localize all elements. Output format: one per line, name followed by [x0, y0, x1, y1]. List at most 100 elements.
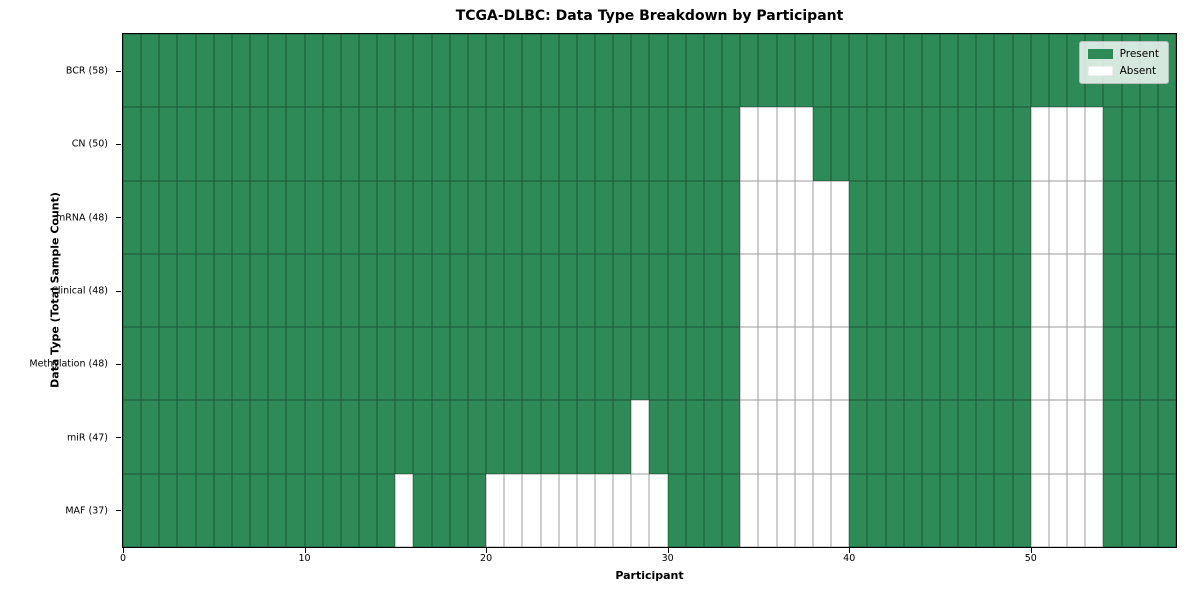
- heatmap-cell: [1121, 327, 1140, 401]
- heatmap-cell: [1157, 400, 1176, 474]
- heatmap-cell: [867, 400, 886, 474]
- heatmap-cell: [449, 473, 468, 547]
- heatmap-cell: [976, 473, 995, 547]
- heatmap-cell: [1121, 400, 1140, 474]
- absent-swatch-icon: [1087, 66, 1113, 76]
- heatmap-cell: [831, 107, 850, 181]
- heatmap-cell: [268, 327, 287, 401]
- heatmap-cell: [631, 327, 650, 401]
- heatmap-cell: [231, 180, 251, 254]
- heatmap-cell: [794, 327, 813, 401]
- heatmap-cell: [595, 253, 614, 328]
- heatmap-cell: [1067, 400, 1086, 474]
- heatmap-cell: [123, 327, 142, 401]
- heatmap-cell: [231, 34, 251, 108]
- heatmap-cell: [1012, 400, 1031, 474]
- heatmap-cell: [195, 34, 214, 108]
- heatmap-cell: [776, 473, 795, 547]
- heatmap-cell: [576, 34, 596, 108]
- legend-label-absent: Absent: [1119, 65, 1157, 77]
- chart-title: TCGA-DLBC: Data Type Breakdown by Partic…: [455, 8, 844, 24]
- heatmap-cell: [1157, 253, 1176, 328]
- y-tick-label: CN (50): [71, 138, 108, 150]
- heatmap-cell: [413, 327, 432, 401]
- heatmap-cell: [213, 180, 232, 254]
- heatmap-cell: [231, 400, 251, 474]
- heatmap-cell: [377, 107, 396, 181]
- x-tick-label: 40: [843, 553, 856, 564]
- heatmap-cell: [141, 327, 160, 401]
- heatmap-cell: [413, 107, 432, 181]
- heatmap-cell: [213, 107, 232, 181]
- heatmap-cell: [939, 473, 959, 547]
- heatmap-cell: [268, 473, 287, 547]
- heatmap-cell: [903, 34, 922, 108]
- heatmap-cell: [213, 327, 232, 401]
- heatmap-cell: [1085, 327, 1104, 401]
- heatmap-cell: [359, 180, 378, 254]
- heatmap-cell: [449, 253, 468, 328]
- heatmap-cell: [831, 34, 850, 108]
- heatmap-cell: [703, 253, 723, 328]
- heatmap-cell: [322, 327, 341, 401]
- heatmap-cell: [540, 107, 559, 181]
- heatmap-cell: [576, 107, 596, 181]
- heatmap-cell: [703, 107, 723, 181]
- heatmap-cell: [268, 180, 287, 254]
- heatmap-cell: [159, 400, 178, 474]
- heatmap-cell: [1103, 180, 1122, 254]
- heatmap-cell: [286, 473, 305, 547]
- x-tick-mark: [849, 548, 851, 553]
- heatmap-cell: [522, 253, 541, 328]
- heatmap-cell: [141, 253, 160, 328]
- y-tick-label: MAF (37): [65, 505, 108, 517]
- heatmap-cell: [159, 473, 178, 547]
- heatmap-cell: [159, 327, 178, 401]
- heatmap-cell: [359, 400, 378, 474]
- heatmap-cell: [286, 180, 305, 254]
- heatmap-cell: [1139, 107, 1158, 181]
- heatmap-cell: [1048, 180, 1068, 254]
- x-tick-mark: [304, 548, 306, 553]
- heatmap-cell: [776, 107, 795, 181]
- heatmap-cell: [377, 180, 396, 254]
- heatmap-cell: [921, 473, 940, 547]
- heatmap-cell: [703, 400, 723, 474]
- heatmap-cell: [758, 327, 777, 401]
- heatmap-cell: [558, 327, 577, 401]
- y-tick-mark: [116, 437, 121, 439]
- heatmap-cell: [195, 327, 214, 401]
- heatmap-cell: [958, 180, 977, 254]
- heatmap-cell: [413, 253, 432, 328]
- heatmap-cell: [595, 327, 614, 401]
- heatmap-cell: [304, 107, 323, 181]
- heatmap-cell: [976, 400, 995, 474]
- heatmap-cell: [958, 253, 977, 328]
- heatmap-cell: [141, 107, 160, 181]
- heatmap-cell: [1103, 107, 1122, 181]
- heatmap-cell: [558, 34, 577, 108]
- heatmap-cell: [667, 473, 686, 547]
- heatmap-cell: [1139, 180, 1158, 254]
- heatmap-cell: [413, 34, 432, 108]
- heatmap-cell: [722, 180, 741, 254]
- heatmap-cell: [123, 253, 142, 328]
- heatmap-cell: [758, 107, 777, 181]
- heatmap-cell: [939, 253, 959, 328]
- heatmap-cell: [431, 327, 450, 401]
- x-tick-mark: [667, 548, 669, 553]
- heatmap-cell: [994, 253, 1013, 328]
- heatmap-cell: [921, 400, 940, 474]
- heatmap-cell: [522, 107, 541, 181]
- heatmap-cell: [831, 180, 850, 254]
- heatmap-cell: [958, 473, 977, 547]
- heatmap-cell: [794, 400, 813, 474]
- heatmap-cell: [667, 180, 686, 254]
- heatmap-cell: [340, 107, 360, 181]
- heatmap-cell: [722, 327, 741, 401]
- heatmap-cell: [812, 107, 832, 181]
- heatmap-cell: [885, 327, 904, 401]
- heatmap-cell: [1030, 34, 1049, 108]
- heatmap-cell: [1030, 253, 1049, 328]
- heatmap-cell: [1012, 107, 1031, 181]
